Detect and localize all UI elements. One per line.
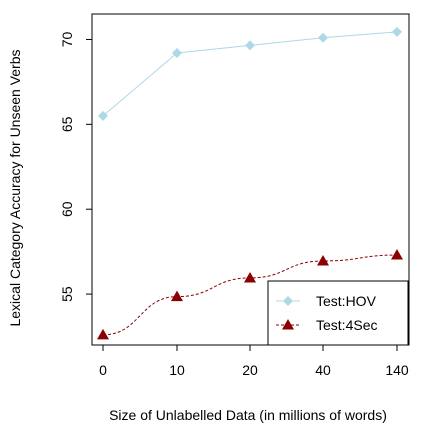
y-axis-label: Lexical Category Accuracy for Unseen Ver… <box>7 49 23 326</box>
legend-box <box>267 280 409 346</box>
series-1 <box>98 26 402 121</box>
x-tick-label: 40 <box>315 362 331 378</box>
legend-swatch-marker <box>283 296 293 306</box>
axes: 0 10 20 40 140 55 60 65 70 <box>59 13 410 378</box>
data-point <box>392 26 402 37</box>
legend: Test:HOV Test:4Sec <box>267 280 409 346</box>
x-tick-label: 0 <box>99 362 107 378</box>
y-tick-label: 60 <box>59 201 75 217</box>
data-point <box>98 110 108 121</box>
legend-item: Test:4Sec <box>276 317 377 333</box>
legend-label: Test:4Sec <box>316 317 377 333</box>
y-tick-label: 65 <box>59 116 75 132</box>
x-tick-label: 140 <box>385 362 409 378</box>
x-axis-label: Size of Unlabelled Data (in millions of … <box>109 407 387 423</box>
x-tick-label: 10 <box>169 362 185 378</box>
data-point <box>317 254 329 266</box>
y-tick-label: 70 <box>59 31 75 47</box>
legend-item: Test:HOV <box>276 293 377 309</box>
data-point <box>171 290 183 302</box>
y-tick-label: 55 <box>59 286 75 302</box>
legend-label: Test:HOV <box>316 293 377 309</box>
legend-swatch-marker <box>282 319 294 330</box>
data-point <box>391 249 403 260</box>
data-point <box>172 48 182 59</box>
data-point <box>97 328 109 340</box>
data-point <box>245 40 255 51</box>
data-point <box>318 32 328 43</box>
x-tick-label: 20 <box>242 362 258 378</box>
data-point <box>244 271 256 283</box>
series-layer <box>97 26 403 340</box>
series-2 <box>97 249 403 340</box>
